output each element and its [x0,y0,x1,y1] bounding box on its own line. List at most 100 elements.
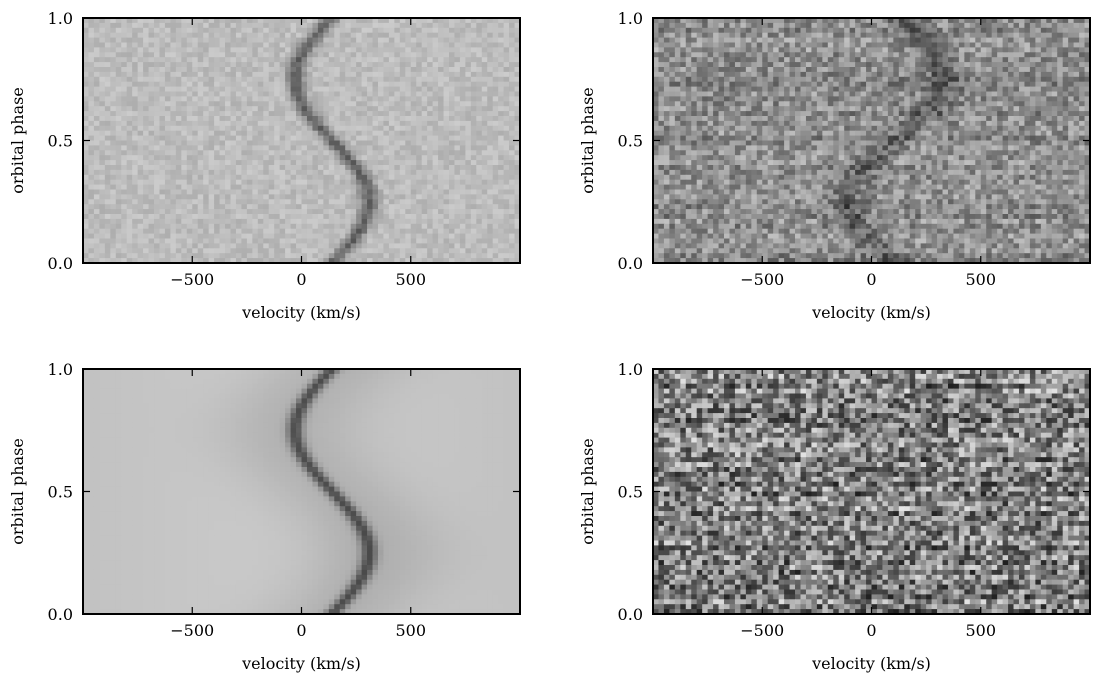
heatmap-cell [920,71,927,78]
heatmap-cell [454,233,461,240]
heatmap-cell [83,189,90,195]
heatmap-cell [252,81,259,88]
heatmap-cell [323,155,330,161]
heatmap-cell [317,199,324,205]
heatmap-cell [410,184,417,191]
heatmap-cell [263,101,270,107]
heatmap-cell [438,125,445,132]
heatmap-cell [170,253,177,259]
heatmap-cell [383,27,390,34]
heatmap-cell [953,37,960,44]
heatmap-cell [317,184,324,191]
heatmap-cell [427,52,434,58]
heatmap-cell [866,62,873,68]
heatmap-cell [653,18,660,24]
heatmap-cell [143,160,150,166]
heatmap-cell [481,165,488,171]
heatmap-cell [290,52,297,58]
heatmap-cell [121,145,128,151]
heatmap-cell [99,62,106,68]
heatmap-cell [855,52,862,58]
heatmap-cell [1002,52,1009,58]
heatmap-cell [724,52,731,58]
heatmap-cell [279,125,286,132]
heatmap-cell [947,22,955,29]
heatmap-cell [481,199,488,205]
heatmap-cell [339,199,346,205]
heatmap-cell [361,233,368,240]
heatmap-cell [459,258,466,264]
heatmap-cell [492,42,499,48]
heatmap-cell [323,116,330,122]
heatmap-cell [454,218,461,225]
heatmap-cell [498,37,505,44]
heatmap-cell [110,223,117,230]
heatmap-cell [367,81,374,88]
heatmap-cell [454,238,461,244]
heatmap-cell [372,57,379,63]
heatmap-cell [285,243,292,249]
heatmap-cell [876,22,884,29]
heatmap-cell [399,18,406,24]
heatmap-cell [115,155,122,161]
heatmap-cell [290,145,297,151]
heatmap-cell [214,32,221,39]
heatmap-cell [83,91,90,97]
heatmap-cell [904,18,911,24]
heatmap-cell [399,130,406,137]
heatmap-cell [405,111,412,117]
heatmap-cell [443,47,450,53]
heatmap-cell [290,165,297,171]
heatmap-cell [811,67,818,73]
heatmap-cell [909,37,916,44]
heatmap-cell [729,37,736,44]
heatmap-cell [306,120,314,127]
heatmap-cell [438,184,445,191]
heatmap-cell [416,179,423,186]
heatmap-cell [246,209,253,215]
heatmap-cell [121,204,128,210]
heatmap-cell [246,18,253,24]
heatmap-cell [334,233,341,240]
heatmap-cell [367,238,374,244]
heatmap-cell [143,233,150,240]
heatmap-cell [290,71,297,78]
heatmap-cell [148,228,155,235]
heatmap-cell [942,22,949,29]
heatmap-cell [186,67,193,73]
heatmap-cell [143,248,150,254]
heatmap-cell [192,165,199,171]
heatmap-cell [328,165,335,171]
heatmap-cell [822,27,829,34]
heatmap-cell [1024,18,1031,24]
heatmap-cell [83,81,90,88]
heatmap-cell [372,47,379,53]
heatmap-cell [257,67,264,73]
heatmap-cell [274,223,281,230]
heatmap-cell [367,22,374,29]
heatmap-cell [388,52,395,58]
heatmap-cell [476,199,483,205]
heatmap-cell [514,184,521,191]
heatmap-cell [492,81,499,88]
heatmap-cell [246,130,253,137]
heatmap-cell [219,52,226,58]
heatmap-cell [882,71,889,78]
heatmap-cell [432,238,439,244]
heatmap-cell [448,86,456,93]
heatmap-cell [427,174,434,181]
heatmap-cell [225,165,232,171]
heatmap-cell [328,18,335,24]
heatmap-cell [339,140,346,146]
heatmap-cell [339,111,346,117]
heatmap-cell [394,106,401,112]
heatmap-cell [498,233,505,240]
heatmap-cell [121,27,128,34]
heatmap-cell [448,120,456,127]
heatmap-cell [432,258,439,264]
heatmap-cell [143,52,150,58]
heatmap-cell [328,199,335,205]
heatmap-cell [438,22,445,29]
heatmap-cell [197,76,204,83]
heatmap-cell [438,204,445,210]
